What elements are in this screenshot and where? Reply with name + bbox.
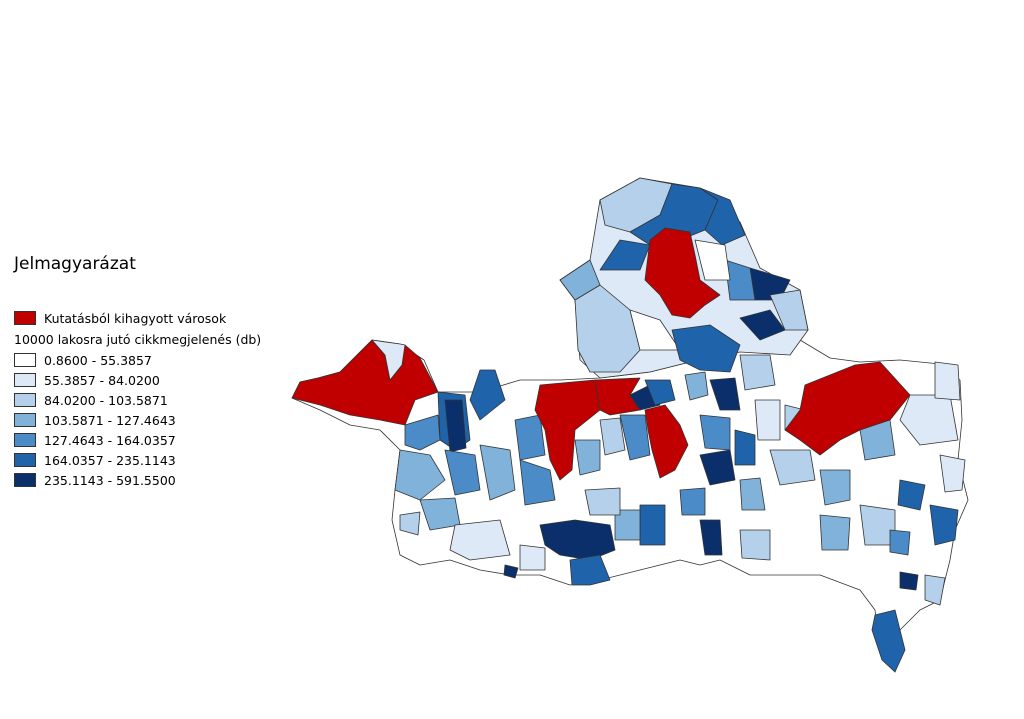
legend-swatch bbox=[14, 413, 36, 427]
legend-label: 55.3857 - 84.0200 bbox=[44, 372, 160, 388]
region bbox=[514, 414, 546, 461]
region bbox=[897, 479, 926, 511]
legend-item-class: 0.8600 - 55.3857 bbox=[14, 350, 304, 370]
legend-label: 0.8600 - 55.3857 bbox=[44, 352, 152, 368]
region bbox=[639, 504, 666, 546]
excluded-city bbox=[644, 227, 721, 319]
legend-swatch bbox=[14, 353, 36, 367]
region bbox=[469, 369, 506, 421]
region bbox=[371, 339, 406, 381]
legend-label: 84.0200 - 103.5871 bbox=[44, 392, 168, 408]
region bbox=[939, 454, 966, 493]
region bbox=[739, 529, 771, 561]
legend-label: 103.5871 - 127.4643 bbox=[44, 412, 176, 428]
region bbox=[929, 504, 959, 546]
map-legend: Jelmagyarázat Kutatásból kihagyott város… bbox=[14, 254, 304, 490]
legend-swatch bbox=[14, 453, 36, 467]
legend-label: 164.0357 - 235.1143 bbox=[44, 452, 176, 468]
excluded-city bbox=[644, 404, 689, 479]
region bbox=[699, 414, 731, 451]
region bbox=[479, 444, 516, 501]
region bbox=[769, 289, 809, 331]
region bbox=[694, 239, 731, 281]
legend-swatch-excluded bbox=[14, 311, 36, 325]
legend-item-class: 235.1143 - 591.5500 bbox=[14, 470, 304, 490]
legend-item-class: 127.4643 - 164.0357 bbox=[14, 430, 304, 450]
legend-subtitle: 10000 lakosra jutó cikkmegjelenés (db) bbox=[14, 331, 262, 347]
legend-label: 235.1143 - 591.5500 bbox=[44, 472, 176, 488]
legend-label: 127.4643 - 164.0357 bbox=[44, 432, 176, 448]
region bbox=[724, 259, 756, 301]
region bbox=[739, 354, 776, 391]
region bbox=[819, 469, 851, 506]
region bbox=[503, 564, 519, 579]
region bbox=[684, 371, 709, 401]
region bbox=[614, 509, 641, 541]
legend-item-class: 103.5871 - 127.4643 bbox=[14, 410, 304, 430]
region bbox=[574, 439, 601, 476]
region bbox=[819, 514, 851, 551]
region bbox=[739, 477, 766, 511]
legend-item-class: 84.0200 - 103.5871 bbox=[14, 390, 304, 410]
legend-item-excluded: Kutatásból kihagyott városok bbox=[14, 308, 304, 328]
region bbox=[671, 324, 741, 373]
region bbox=[709, 377, 741, 411]
region bbox=[629, 309, 681, 351]
region bbox=[619, 414, 651, 461]
legend-title: Jelmagyarázat bbox=[14, 254, 136, 274]
region bbox=[444, 449, 481, 496]
region bbox=[871, 609, 906, 673]
region bbox=[574, 284, 641, 373]
region bbox=[599, 417, 626, 456]
legend-classes: 0.8600 - 55.3857 55.3857 - 84.0200 84.0200… bbox=[14, 350, 304, 490]
region bbox=[934, 361, 961, 401]
region bbox=[859, 419, 896, 461]
region bbox=[769, 449, 816, 486]
region bbox=[924, 574, 946, 606]
excluded-city bbox=[784, 361, 911, 456]
region bbox=[394, 449, 446, 501]
legend-swatch bbox=[14, 393, 36, 407]
region bbox=[899, 571, 919, 591]
region bbox=[584, 487, 621, 516]
legend-swatch bbox=[14, 373, 36, 387]
region bbox=[519, 459, 556, 506]
region bbox=[449, 519, 511, 561]
region bbox=[699, 519, 723, 556]
region bbox=[404, 414, 441, 451]
region bbox=[539, 519, 616, 561]
legend-swatch bbox=[14, 473, 36, 487]
legend-item-class: 55.3857 - 84.0200 bbox=[14, 370, 304, 390]
legend-swatch bbox=[14, 433, 36, 447]
region bbox=[734, 429, 756, 466]
region bbox=[754, 399, 781, 441]
legend-item-class: 164.0357 - 235.1143 bbox=[14, 450, 304, 470]
region bbox=[679, 487, 706, 516]
region bbox=[644, 379, 676, 406]
region bbox=[569, 554, 611, 586]
region bbox=[559, 259, 601, 301]
legend-label-excluded: Kutatásból kihagyott városok bbox=[44, 310, 227, 326]
region bbox=[519, 544, 546, 571]
region bbox=[889, 529, 911, 556]
region bbox=[444, 399, 467, 453]
region bbox=[699, 449, 736, 486]
region bbox=[399, 511, 421, 536]
